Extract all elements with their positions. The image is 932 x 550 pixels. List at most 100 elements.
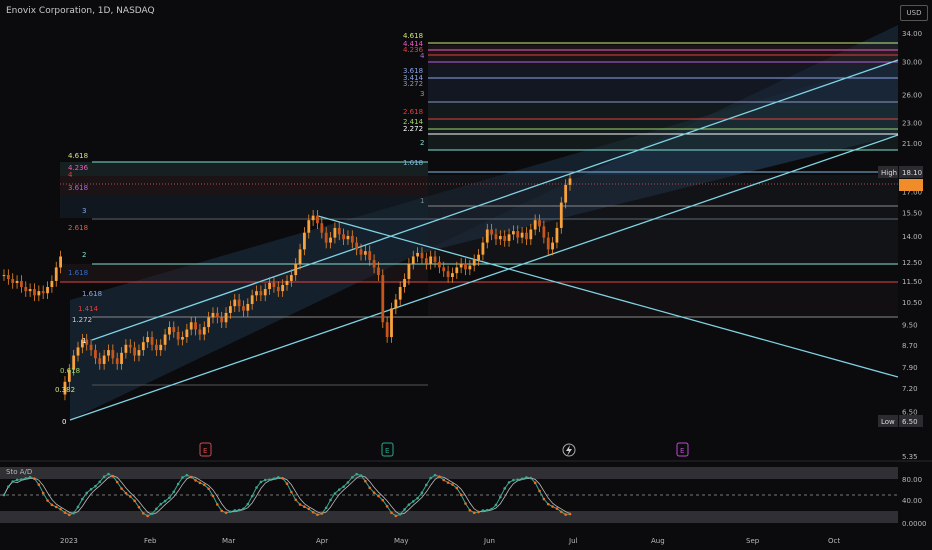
candle-body <box>420 252 424 259</box>
fib-label: 4.414 <box>403 40 424 48</box>
stoch-dot <box>533 481 537 485</box>
stoch-dot <box>229 510 232 514</box>
stoch-dot <box>237 508 241 512</box>
candle-body <box>472 260 476 266</box>
stoch-dot <box>551 505 554 508</box>
candle-body <box>485 229 489 243</box>
candle-body <box>377 267 380 276</box>
earnings-marker-3-label: E <box>680 447 684 455</box>
candle-body <box>555 227 559 243</box>
fib-label: 4.236 <box>403 46 424 54</box>
price-tick: 21.00 <box>902 140 922 148</box>
time-axis[interactable]: 2023 Feb Mar Apr May Jun Jul Aug Sep Oct <box>60 537 840 545</box>
candle-body <box>429 256 433 264</box>
stoch-dot <box>516 478 520 482</box>
stoch-dot <box>50 503 54 507</box>
candle-body <box>185 329 189 338</box>
earnings-marker-2-label: E <box>385 447 389 455</box>
candle-body <box>303 232 306 250</box>
stoch-dot <box>268 478 271 481</box>
stoch-dot <box>172 490 176 494</box>
stoch-dot <box>220 509 223 513</box>
candle-body <box>168 327 171 335</box>
fib-label: 0 <box>62 418 66 426</box>
candle-body <box>33 289 36 296</box>
stoch-dot <box>133 499 136 503</box>
fib-label: 3.414 <box>403 74 424 82</box>
candle-body <box>490 229 494 235</box>
price-tick: 15.50 <box>902 210 922 218</box>
candle-body <box>120 352 123 364</box>
candle-body <box>46 287 49 294</box>
low-value: 6.50 <box>902 418 918 426</box>
candle-body <box>263 289 267 296</box>
stoch-dot <box>189 475 193 479</box>
candle-body <box>276 287 280 292</box>
stoch-dot <box>411 500 415 503</box>
price-axis[interactable]: 34.00 30.00 26.00 23.00 21.00 17.00 15.50 14.00… <box>902 30 922 461</box>
candles <box>2 172 572 401</box>
earnings-marker-3[interactable]: E <box>676 442 689 457</box>
candle-body <box>533 220 537 230</box>
candle-body <box>451 273 454 278</box>
stoch-dot <box>46 499 49 502</box>
fib-label: 3.618 <box>68 184 88 192</box>
stoch-dot <box>150 512 154 516</box>
price-tick: 14.00 <box>902 233 922 241</box>
stoch-dot <box>159 502 163 506</box>
chart-title: Enovix Corporation, 1D, NASDAQ <box>6 6 155 16</box>
news-icon[interactable] <box>562 443 576 457</box>
stoch-dot <box>102 475 106 479</box>
candle-body <box>220 317 224 323</box>
candle-body <box>342 234 345 240</box>
stoch-dot <box>372 491 376 494</box>
stoch-dot <box>564 513 567 516</box>
stoch-dot <box>425 483 428 487</box>
fib-label: 2.618 <box>68 224 88 232</box>
earnings-marker-1[interactable]: E <box>199 442 212 457</box>
candle-body <box>133 347 137 356</box>
price-tick: 9.50 <box>902 322 918 330</box>
stoch-dot <box>407 503 411 506</box>
fib-label: 3 <box>420 90 424 98</box>
stoch-dot <box>403 508 406 511</box>
stoch-dot <box>464 502 467 505</box>
currency-button[interactable]: USD <box>900 5 928 21</box>
candle-body <box>172 327 176 332</box>
stoch-dots <box>2 472 572 518</box>
candle-body <box>516 231 520 238</box>
stoch-dot <box>155 507 158 511</box>
candle-body <box>128 344 132 348</box>
oscillator-pane[interactable]: Sto A/D 80.00 40.00 0.0000 <box>0 460 932 528</box>
candle-body <box>37 291 41 296</box>
stoch-dot <box>85 491 89 495</box>
candle-body <box>333 227 337 238</box>
stoch-dot <box>94 484 97 488</box>
candle-body <box>311 215 315 221</box>
earnings-marker-2[interactable]: E <box>381 442 394 457</box>
stoch-dot <box>346 481 350 484</box>
candle-body <box>446 271 450 278</box>
stoch-dot <box>63 511 67 514</box>
candle-body <box>67 369 71 382</box>
stoch-dot <box>272 477 276 480</box>
stoch-dot <box>24 477 28 480</box>
candle-body <box>28 289 32 292</box>
stoch-dot <box>429 476 432 480</box>
candle-body <box>424 258 428 264</box>
price-tick: 12.50 <box>902 259 922 267</box>
stoch-dot <box>359 474 363 477</box>
candle-body <box>372 260 376 268</box>
price-tick: 5.35 <box>902 453 918 461</box>
candle-body <box>94 350 97 359</box>
candle-body <box>237 299 241 307</box>
stoch-dot <box>263 478 267 482</box>
candle-body <box>154 344 158 351</box>
stoch-dot <box>307 507 311 511</box>
candle-body <box>346 235 350 240</box>
stoch-dot <box>285 482 289 485</box>
candle-body <box>211 312 215 318</box>
